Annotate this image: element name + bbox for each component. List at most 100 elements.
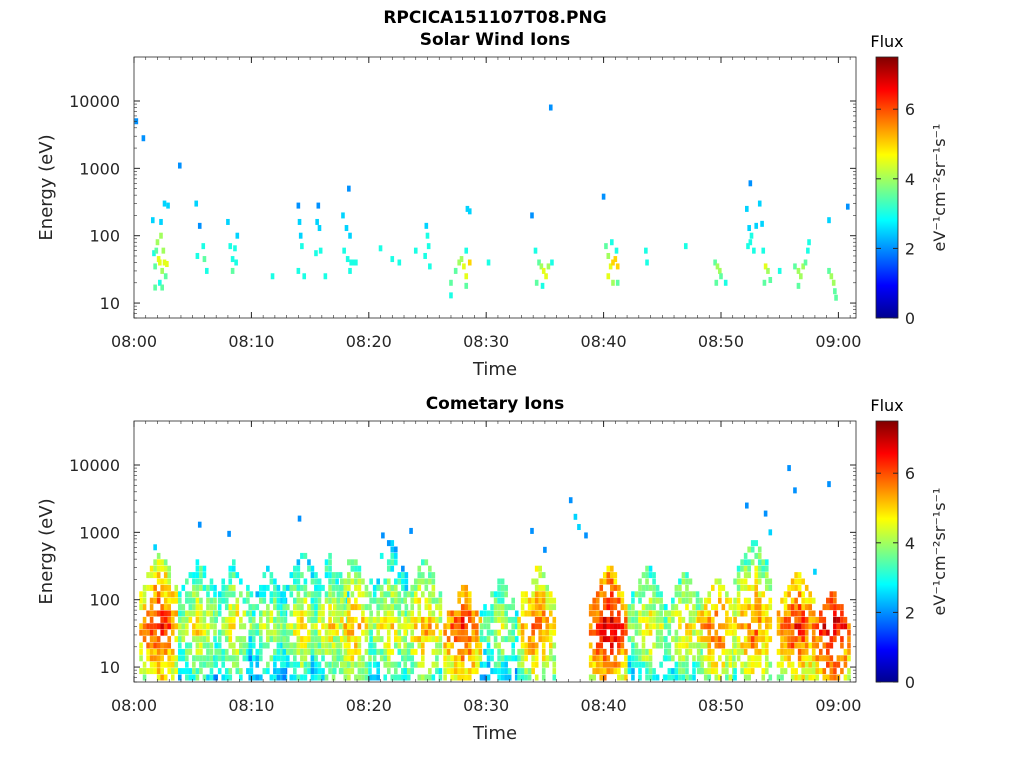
flux-cell	[149, 572, 154, 579]
flux-cell	[761, 642, 766, 649]
flux-cell	[714, 610, 719, 617]
flux-cell	[401, 610, 405, 617]
flux-cell	[390, 256, 395, 263]
flux-cell	[610, 578, 614, 585]
flux-cell	[685, 572, 689, 579]
flux-cell	[681, 572, 686, 579]
flux-cell	[776, 661, 781, 668]
flux-cell	[403, 591, 407, 598]
flux-cell	[678, 623, 682, 630]
flux-cell	[736, 578, 741, 585]
flux-cell	[421, 616, 425, 623]
flux-cell	[142, 616, 147, 623]
flux-cell	[533, 247, 538, 254]
flux-cell	[467, 610, 472, 617]
flux-cell	[534, 591, 539, 598]
flux-cell	[552, 668, 557, 675]
flux-cell	[588, 655, 593, 662]
flux-cell	[156, 648, 161, 655]
flux-cell	[324, 565, 329, 572]
flux-cell	[276, 668, 281, 675]
flux-cell	[403, 616, 407, 623]
flux-cell	[764, 648, 769, 655]
flux-cell	[545, 629, 550, 636]
flux-cell	[736, 648, 741, 655]
flux-cell	[217, 597, 222, 604]
flux-cell	[335, 578, 339, 585]
flux-cell	[239, 668, 243, 675]
colorbar	[875, 420, 899, 683]
flux-cell	[361, 655, 365, 662]
flux-cell	[486, 636, 491, 643]
flux-cell	[840, 636, 844, 643]
flux-cell	[681, 578, 686, 585]
flux-cell	[743, 584, 748, 591]
flux-cell	[310, 565, 315, 572]
flux-cell	[707, 661, 712, 668]
flux-cell	[289, 623, 294, 630]
flux-cell	[167, 597, 172, 604]
flux-cell	[156, 642, 161, 649]
flux-cell	[401, 572, 405, 579]
flux-cell	[464, 623, 469, 630]
flux-cell	[160, 559, 164, 566]
flux-cell	[406, 616, 411, 623]
flux-cell	[317, 225, 322, 232]
flux-cell	[617, 642, 621, 649]
flux-cell	[417, 572, 422, 579]
flux-cell	[285, 623, 290, 630]
flux-cell	[725, 629, 729, 636]
flux-cell	[833, 636, 837, 643]
flux-cell	[592, 610, 597, 617]
flux-cell	[610, 597, 614, 604]
flux-cell	[149, 636, 154, 643]
flux-cell	[504, 636, 508, 643]
flux-cell	[595, 604, 600, 611]
flux-cell	[696, 636, 701, 643]
flux-cell	[797, 584, 802, 591]
flux-cell	[631, 610, 635, 617]
flux-cell	[840, 604, 844, 611]
flux-cell	[714, 279, 719, 286]
flux-cell	[606, 655, 611, 662]
flux-cell	[641, 642, 646, 649]
flux-cell	[700, 604, 705, 611]
flux-cell	[524, 597, 528, 604]
flux-cell	[818, 610, 823, 617]
flux-cell	[688, 597, 693, 604]
flux-cell	[376, 604, 380, 611]
flux-cell	[317, 591, 322, 598]
flux-cell	[645, 661, 649, 668]
flux-cell	[258, 629, 263, 636]
flux-cell	[538, 636, 542, 643]
flux-cell	[826, 629, 830, 636]
flux-cell	[347, 616, 351, 623]
flux-cell	[599, 584, 604, 591]
flux-cell	[743, 636, 748, 643]
flux-cell	[794, 584, 798, 591]
flux-cell	[379, 552, 384, 559]
flux-cell	[641, 655, 646, 662]
flux-cell	[235, 655, 240, 662]
flux-cell	[754, 604, 759, 611]
flux-cell	[406, 591, 411, 598]
flux-cell	[233, 245, 237, 252]
flux-cell	[471, 668, 476, 675]
flux-cell	[808, 642, 813, 649]
flux-cell	[347, 642, 351, 649]
flux-cell	[314, 629, 318, 636]
flux-cell	[206, 584, 210, 591]
flux-cell	[620, 661, 625, 668]
flux-cell	[242, 623, 247, 630]
flux-cell	[156, 559, 161, 566]
flux-cell	[149, 655, 154, 662]
flux-cell	[228, 565, 233, 572]
flux-cell	[500, 655, 505, 662]
flux-cell	[369, 629, 373, 636]
y-axis-label: Energy (eV)	[36, 134, 57, 240]
flux-cell	[520, 661, 525, 668]
flux-cell	[840, 668, 844, 675]
flux-cell	[185, 597, 189, 604]
flux-cell	[624, 616, 628, 623]
flux-cell	[740, 661, 744, 668]
